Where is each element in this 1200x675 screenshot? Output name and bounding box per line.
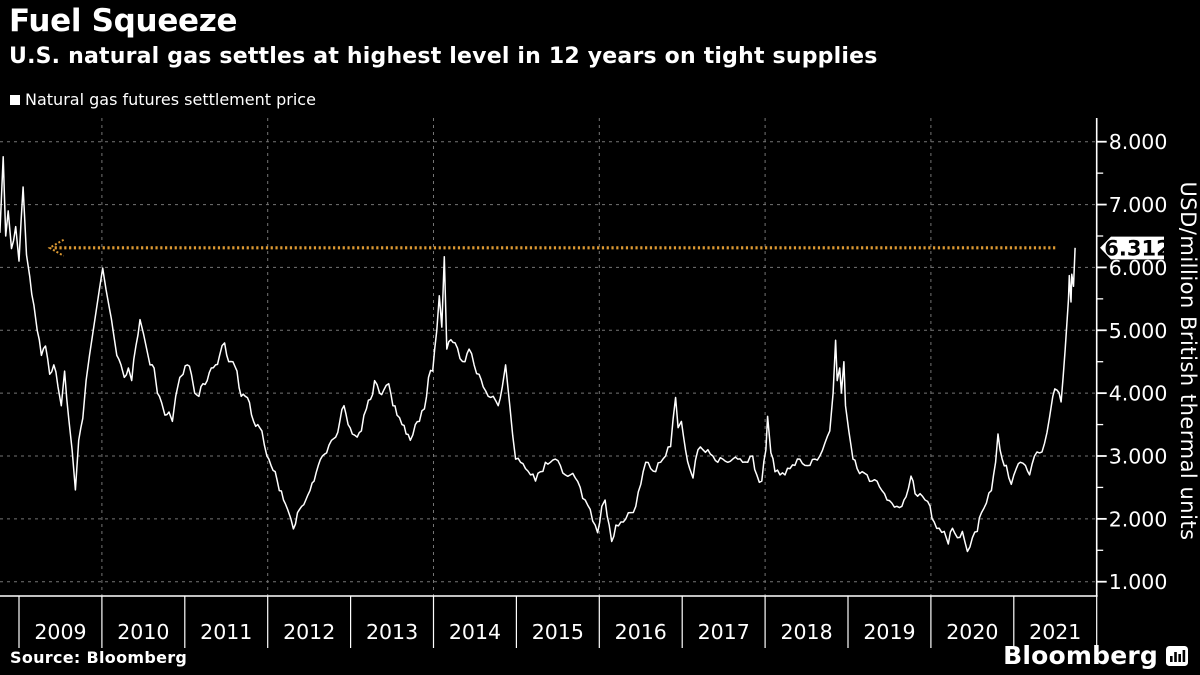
series-line — [0, 156, 1076, 553]
x-tick-label: 2021 — [1029, 620, 1081, 644]
y-tick-label: 5.000 — [1109, 319, 1168, 343]
y-tick-label: 3.000 — [1109, 444, 1168, 468]
bloomberg-logo: Bloomberg — [1003, 641, 1188, 670]
bloomberg-chart-icon — [1166, 645, 1188, 666]
legend-label: Natural gas futures settlement price — [25, 90, 316, 109]
y-tick-label: 1.000 — [1109, 570, 1168, 594]
price-callout-flag — [1100, 236, 1164, 260]
bloomberg-wordmark: Bloomberg — [1003, 641, 1158, 670]
x-tick-label: 2009 — [34, 620, 86, 644]
annotation-arrow-icon — [47, 238, 65, 257]
legend: Natural gas futures settlement price — [10, 90, 316, 109]
price-callout: 6.312 — [1100, 237, 1171, 261]
chart-subtitle: U.S. natural gas settles at highest leve… — [9, 44, 878, 69]
y-tick-label: 8.000 — [1109, 130, 1168, 154]
x-tick-label: 2011 — [200, 620, 252, 644]
price-callout-label: 6.312 — [1104, 237, 1170, 261]
x-tick-label: 2017 — [698, 620, 750, 644]
source-attribution: Source: Bloomberg — [10, 648, 188, 667]
y-axis-title: USD/million British thermal units — [1176, 181, 1200, 540]
y-tick-label: 4.000 — [1109, 382, 1168, 406]
x-tick-label: 2012 — [283, 620, 335, 644]
x-tick-label: 2015 — [532, 620, 584, 644]
x-tick-label: 2010 — [117, 620, 169, 644]
x-tick-label: 2014 — [449, 620, 501, 644]
x-tick-label: 2013 — [366, 620, 418, 644]
y-tick-label: 6.000 — [1109, 256, 1168, 280]
x-tick-label: 2020 — [946, 620, 998, 644]
legend-swatch-icon — [10, 94, 20, 105]
x-tick-label: 2018 — [780, 620, 832, 644]
y-tick-label: 7.000 — [1109, 193, 1168, 217]
x-tick-label: 2016 — [615, 620, 667, 644]
y-tick-label: 2.000 — [1109, 507, 1168, 531]
chart-title: Fuel Squeeze — [9, 3, 238, 39]
chart-layers: 8.000 7.000 6.000 5.000 4.000 3.000 2.000 1.000… — [0, 118, 1167, 648]
x-tick-label: 2019 — [863, 620, 915, 644]
